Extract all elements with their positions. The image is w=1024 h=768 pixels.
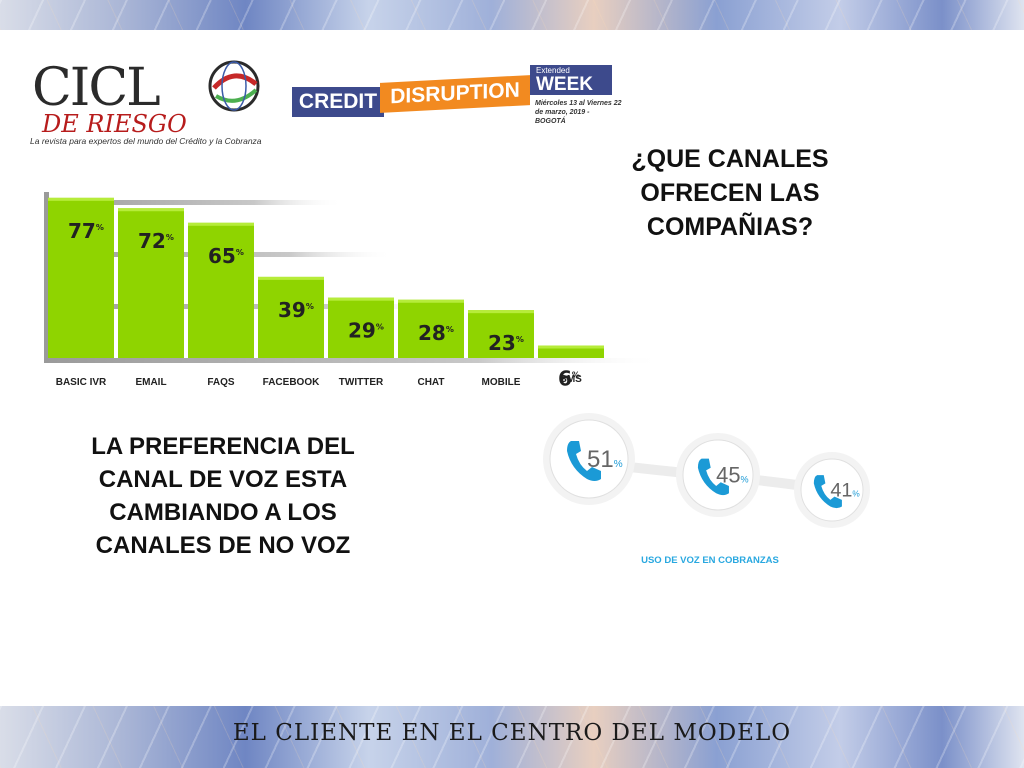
voice-bubble-inner: [549, 419, 629, 499]
bar-sms: [538, 345, 604, 358]
phone-icon: [567, 441, 601, 481]
voice-usage-caption: USO DE VOZ EN COBRANZAS: [641, 555, 779, 566]
bar-category-label: EMAIL: [135, 377, 166, 388]
top-decorative-band: [0, 0, 1024, 30]
banner-credit-text: CREDIT: [292, 87, 384, 117]
banner-extended-text: Extended: [536, 66, 570, 75]
voice-bubble-inner: [800, 458, 864, 522]
chart-baseline: [44, 358, 664, 363]
phone-icon: [697, 458, 729, 496]
bar-highlight: [328, 297, 394, 301]
bar-email: [118, 208, 184, 358]
bar-chat: [398, 299, 464, 358]
bar-category-label: TWITTER: [339, 377, 384, 388]
bar-highlight: [538, 345, 604, 349]
credit-disruption-banner: CREDIT DISRUPTION Extended WEEK Miércole…: [292, 65, 622, 125]
bar-category-label: SMS: [560, 374, 582, 385]
bar-basic-ivr: [48, 197, 114, 358]
bar-twitter: [328, 297, 394, 358]
logo-sub-text: DE RIESGO: [42, 110, 187, 138]
banner-week-text: WEEK: [536, 74, 593, 95]
bar-highlight: [48, 197, 114, 201]
bar-category-label: FAQS: [207, 377, 235, 388]
logo-main-text: CICL: [32, 58, 161, 118]
phone-icon: [813, 475, 842, 509]
bar-highlight: [258, 276, 324, 280]
chart-gridline: [44, 200, 344, 205]
bar-mobile: [468, 310, 534, 358]
footer-title: EL CLIENTE EN EL CENTRO DEL MODELO: [232, 720, 792, 746]
banner-date-line-1: Miércoles 13 al Viernes 22: [535, 100, 622, 107]
bar-highlight: [468, 310, 534, 314]
bottom-decorative-band: [0, 706, 1024, 768]
bar-highlight: [118, 208, 184, 212]
ciclo-de-riesgo-logo: CICL DE RIESGO La revista para expertos …: [30, 58, 262, 150]
bar-value-label: 28%: [418, 321, 454, 345]
bar-category-label: MOBILE: [482, 377, 521, 388]
bar-highlight: [188, 222, 254, 226]
bar-category-label: CHAT: [417, 377, 444, 388]
banner-date-line-2: de marzo, 2019 - BOGOTÁ: [535, 109, 590, 125]
voice-preference-statement: LA PREFERENCIA DEL CANAL DE VOZ ESTA CAM…: [91, 433, 355, 559]
banner-date: Miércoles 13 al Viernes 22 de marzo, 201…: [535, 99, 622, 126]
bar-category-label: BASIC IVR: [56, 377, 107, 388]
globe-icon: [208, 60, 260, 112]
chart-axis: [44, 192, 49, 360]
channels-question-heading: ¿QUE CANALES OFRECEN LAS COMPAÑIAS?: [631, 145, 829, 241]
bar-highlight: [398, 299, 464, 303]
bar-faqs: [188, 222, 254, 358]
bar-facebook: [258, 276, 324, 358]
voice-bubble-inner: [682, 439, 754, 511]
banner-week-box: Extended WEEK: [530, 65, 612, 95]
logo-tagline: La revista para expertos del mundo del C…: [30, 136, 262, 146]
bar-category-label: FACEBOOK: [263, 377, 320, 388]
